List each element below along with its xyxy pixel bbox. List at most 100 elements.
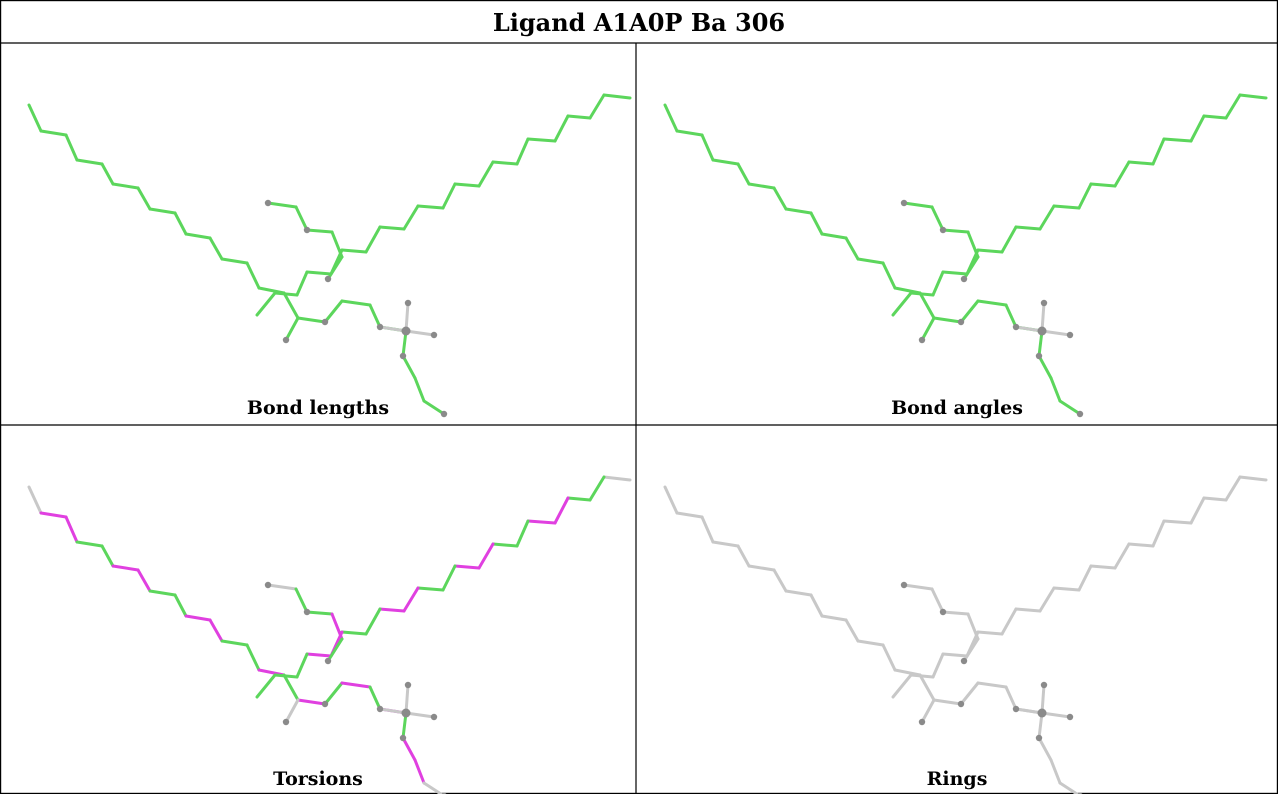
bond xyxy=(962,255,980,281)
bond xyxy=(1238,475,1268,482)
bond xyxy=(340,630,368,636)
atom xyxy=(960,275,968,283)
bond xyxy=(515,137,530,166)
bond xyxy=(1189,114,1206,143)
bond xyxy=(920,698,936,724)
bond xyxy=(966,230,980,259)
bond xyxy=(881,261,897,290)
bond xyxy=(245,261,261,290)
bond xyxy=(330,612,344,641)
panel-bond-angles xyxy=(663,93,1268,418)
bond xyxy=(294,205,309,232)
bond xyxy=(736,544,751,568)
bond xyxy=(588,93,606,120)
bond xyxy=(173,593,188,618)
bond xyxy=(27,485,43,515)
bond xyxy=(932,698,963,706)
atom xyxy=(918,718,926,726)
bond xyxy=(402,204,420,231)
atom xyxy=(1037,708,1047,718)
atom xyxy=(918,336,926,344)
atom xyxy=(1076,410,1084,418)
bond xyxy=(1089,564,1117,570)
atom xyxy=(957,700,965,708)
bond xyxy=(711,158,740,166)
bond xyxy=(1113,542,1131,570)
bond xyxy=(1004,685,1018,711)
bond xyxy=(39,511,68,519)
bond xyxy=(747,182,776,190)
bond xyxy=(282,673,300,702)
bond xyxy=(809,593,824,618)
bond xyxy=(1052,204,1081,210)
bond xyxy=(1151,519,1166,548)
atom xyxy=(1012,705,1020,713)
atom xyxy=(303,608,311,616)
atom xyxy=(303,226,311,234)
bond xyxy=(932,316,963,324)
bond xyxy=(1040,683,1046,715)
bond xyxy=(566,496,592,502)
bond xyxy=(553,496,570,525)
bond xyxy=(491,160,519,166)
bond xyxy=(64,133,79,162)
bond xyxy=(323,299,344,324)
bond xyxy=(856,257,885,265)
bond xyxy=(736,162,751,186)
bond xyxy=(976,630,1004,636)
bond xyxy=(255,673,277,699)
bond xyxy=(820,232,848,240)
bond xyxy=(1014,607,1042,613)
atom xyxy=(401,708,411,718)
bond xyxy=(330,230,344,259)
atom xyxy=(1035,734,1043,742)
bond xyxy=(784,207,813,215)
bond xyxy=(1040,329,1072,337)
bond xyxy=(1202,496,1228,502)
bond xyxy=(75,158,104,166)
bond xyxy=(173,211,188,236)
bond xyxy=(772,186,788,211)
bond xyxy=(402,586,420,613)
bond xyxy=(930,205,945,232)
bond xyxy=(404,301,410,333)
bond xyxy=(1151,137,1166,166)
bond xyxy=(1162,519,1193,525)
bond xyxy=(909,673,935,679)
atom xyxy=(1040,299,1048,307)
bond xyxy=(909,291,935,297)
bond xyxy=(1004,303,1018,329)
bond xyxy=(266,201,298,209)
bond xyxy=(266,583,298,591)
atom xyxy=(440,410,448,418)
bond xyxy=(148,207,177,215)
bond xyxy=(282,291,300,320)
bond xyxy=(976,248,1004,254)
bond xyxy=(1049,758,1062,785)
figure-title: Ligand A1A0P Ba 306 xyxy=(493,8,785,37)
bond xyxy=(294,587,309,614)
bond xyxy=(1224,93,1242,120)
bond xyxy=(1224,475,1242,502)
bond xyxy=(453,182,481,188)
bond xyxy=(1037,736,1053,762)
bond xyxy=(39,129,68,137)
bond xyxy=(1127,542,1155,548)
bond xyxy=(404,683,410,715)
bond xyxy=(711,540,740,548)
bond xyxy=(404,711,436,719)
bond xyxy=(1037,354,1053,380)
bond xyxy=(959,299,980,324)
bond xyxy=(368,685,382,711)
panel-label-rings: Rings xyxy=(927,768,988,790)
bond xyxy=(891,291,913,317)
panel-rings xyxy=(663,475,1268,794)
bond xyxy=(340,248,368,254)
bond xyxy=(553,114,570,143)
bond xyxy=(477,160,495,188)
bond xyxy=(1052,586,1081,592)
bond xyxy=(1162,137,1193,143)
bond xyxy=(305,652,333,658)
bond xyxy=(675,511,704,519)
bond xyxy=(920,316,936,342)
